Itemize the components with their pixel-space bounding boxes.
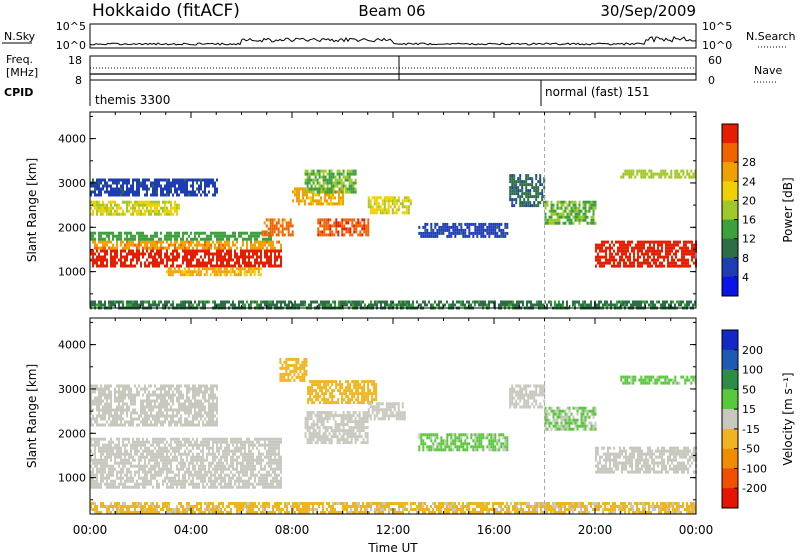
nsearch-label: N.Search <box>746 30 796 43</box>
velocity-colorbar: 200 100 50 15 -15 -50 -100 -200 Velocity [m s⁻¹] <box>721 329 795 509</box>
power-data-region <box>595 240 697 268</box>
power-data-region <box>90 178 218 197</box>
y-axis-title: Slant Range [km] <box>25 364 39 468</box>
colorbar-tick: 50 <box>742 383 756 396</box>
colorbar-tick: -200 <box>742 482 767 495</box>
x-axis-title: Time UT <box>367 541 418 554</box>
colorbar-tick: 12 <box>742 233 756 246</box>
power-data-region <box>90 249 282 268</box>
velocity-data-region <box>90 437 282 489</box>
x-tick-label: 00:00 <box>679 523 714 537</box>
freq-unit-label: [MHz] <box>6 66 38 79</box>
colorbar-tick: 16 <box>742 214 756 227</box>
beam-title: Beam 06 <box>358 2 425 20</box>
cpid-normal: normal (fast) 151 <box>545 85 649 99</box>
velocity-data-region <box>595 446 697 474</box>
y-tick-label: 4000 <box>58 339 86 352</box>
power-data-region <box>317 218 370 237</box>
colorbar-title: Power [dB] <box>781 177 795 242</box>
colorbar-tick: 28 <box>742 156 756 169</box>
y-tick-label: 2000 <box>58 221 86 234</box>
velocity-data-region <box>620 375 697 385</box>
velocity-data-region <box>307 380 378 405</box>
power-data-region <box>165 267 262 277</box>
power-data-region <box>92 240 282 250</box>
x-tick-label: 04:00 <box>174 523 209 537</box>
station-title: Hokkaido (fitACF) <box>92 1 240 21</box>
velocity-data-region <box>367 402 406 421</box>
velocity-data-region <box>544 406 597 431</box>
colorbar-tick: -100 <box>742 462 767 475</box>
nave-tick-top: 60 <box>708 54 722 67</box>
colorbar-tick: 15 <box>742 403 756 416</box>
y-tick-label: 4000 <box>58 133 86 146</box>
cpid-label: CPID <box>4 86 33 99</box>
nave-tick-bottom: 0 <box>708 74 715 87</box>
nsky-tick-top: 10^5 <box>56 20 86 33</box>
colorbar-tick: 20 <box>742 194 756 207</box>
power-data-region <box>90 200 180 216</box>
nsearch-tick-bottom: 10^0 <box>702 39 732 52</box>
power-data-region <box>261 218 294 237</box>
y-axis-title: Slant Range [km] <box>25 158 39 262</box>
x-tick-label: 08:00 <box>275 523 310 537</box>
y-tick-label: 1000 <box>58 266 86 279</box>
colorbar-tick: 24 <box>742 175 756 188</box>
y-tick-label: 3000 <box>58 383 86 396</box>
velocity-data-region <box>304 411 369 445</box>
nsky-tick-bottom: 10^0 <box>56 39 86 52</box>
nsearch-tick-top: 10^5 <box>702 20 732 33</box>
colorbar-tick: 200 <box>742 344 763 357</box>
cpid-themis: themis 3300 <box>95 93 170 107</box>
y-tick-label: 3000 <box>58 177 86 190</box>
velocity-panel: 1000 2000 3000 4000 Slant Range [km] <box>25 317 697 515</box>
power-data-region <box>509 174 546 208</box>
colorbar-tick: 4 <box>742 271 749 284</box>
power-data-region <box>544 200 597 225</box>
x-tick-label: 00:00 <box>73 523 108 537</box>
x-tick-label: 20:00 <box>578 523 613 537</box>
power-data-region <box>90 231 272 241</box>
power-data-region <box>367 196 412 215</box>
date-title: 30/Sep/2009 <box>600 2 696 20</box>
power-panel: 1000 2000 3000 4000 Slant Range [km] <box>25 111 697 310</box>
x-tick-label: 12:00 <box>376 523 411 537</box>
colorbar-title: Velocity [m s⁻¹] <box>781 372 795 465</box>
power-data-region <box>304 169 357 194</box>
colorbar-tick: -50 <box>742 443 760 456</box>
y-tick-label: 2000 <box>58 427 86 440</box>
velocity-data-region <box>90 384 218 427</box>
y-tick-label: 1000 <box>58 472 86 485</box>
colorbar-tick: 100 <box>742 364 763 377</box>
velocity-data-region <box>418 433 509 452</box>
velocity-data-region <box>509 384 546 409</box>
freq-tick-bottom: 8 <box>75 74 82 87</box>
freq-tick-top: 18 <box>68 54 82 67</box>
velocity-data-region <box>279 357 308 382</box>
colorbar-tick: 8 <box>742 252 749 265</box>
nave-label: Nave <box>754 64 782 77</box>
time-axis: 00:00 04:00 08:00 12:00 16:00 20:00 00:00 <box>73 523 714 537</box>
x-tick-label: 16:00 <box>477 523 512 537</box>
colorbar-tick: -15 <box>742 423 760 436</box>
nsky-trace <box>89 35 696 46</box>
freq-label: Freq. <box>6 53 33 66</box>
velocity-data-region <box>90 502 696 514</box>
power-data-region <box>620 169 697 179</box>
power-data-region <box>418 222 509 238</box>
nsky-label: N.Sky <box>4 30 36 43</box>
power-colorbar: 4 8 12 16 20 24 28 Power [dB] <box>721 123 795 297</box>
